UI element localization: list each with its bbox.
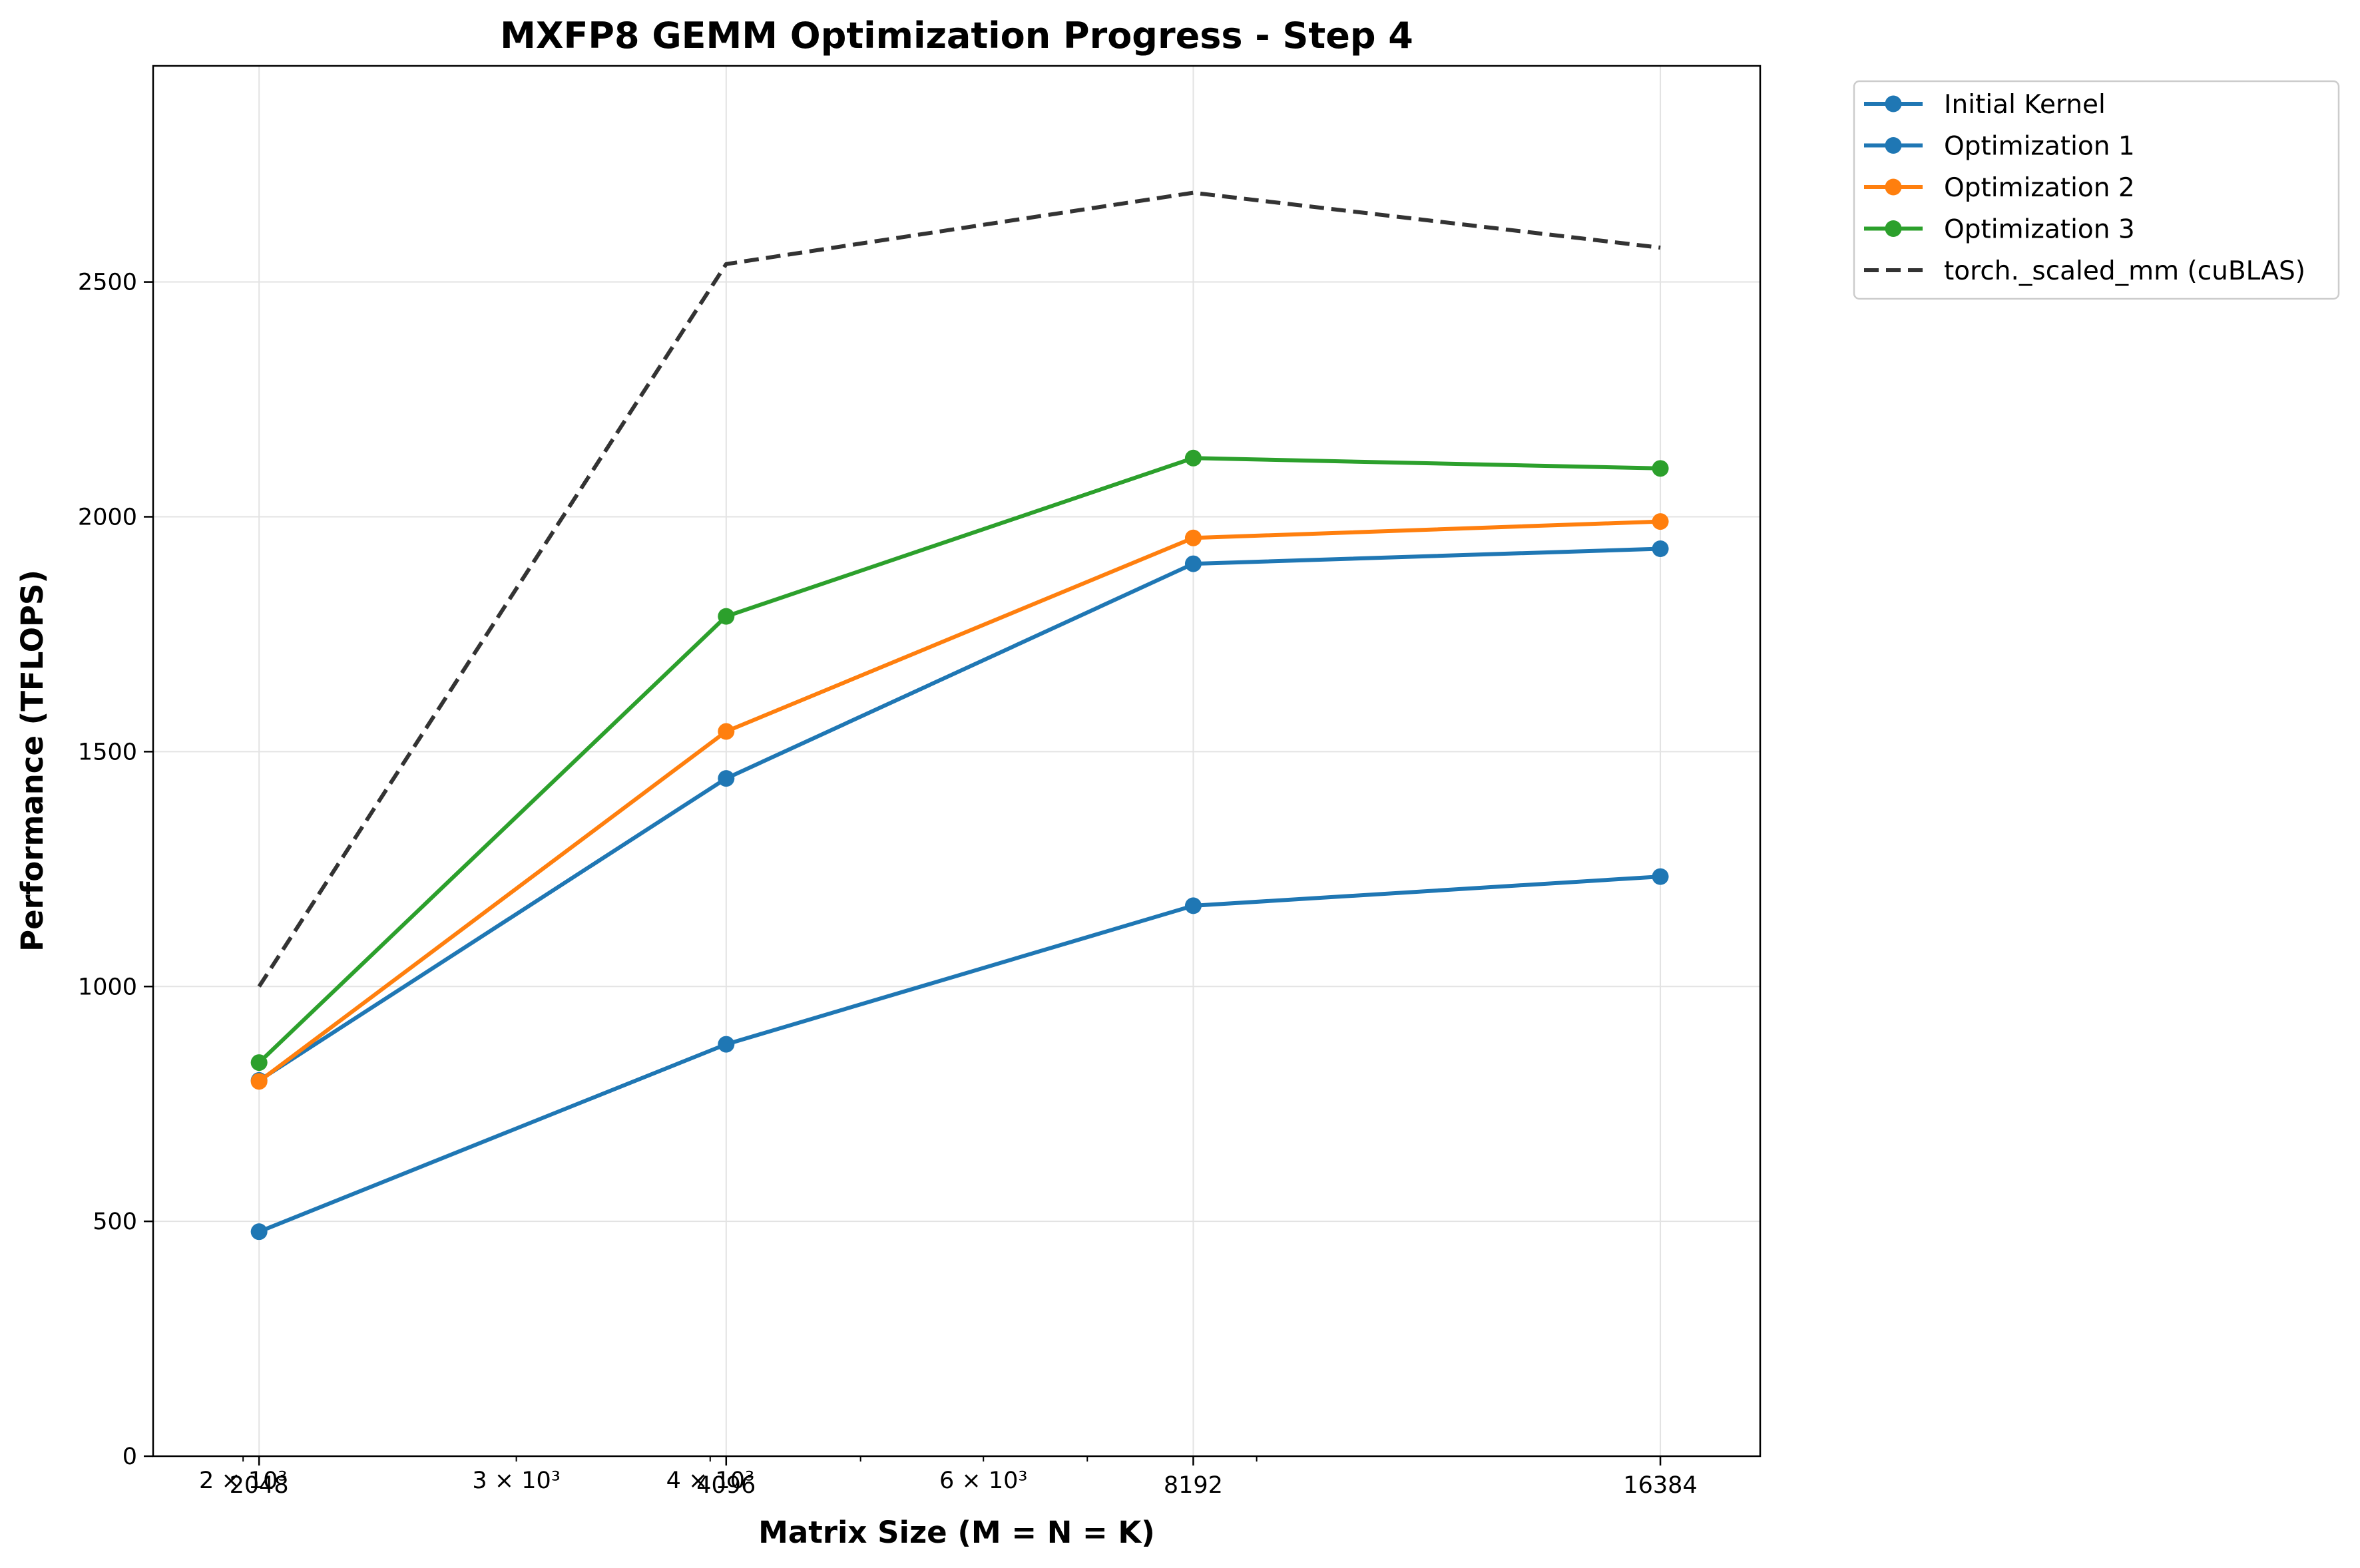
- series-line: [258, 875, 1661, 1234]
- x-tick-label: 16384: [1623, 1472, 1697, 1499]
- y-tick-label: 2000: [78, 504, 137, 531]
- legend-swatch-marker: [1885, 220, 1902, 237]
- data-point: [1184, 449, 1202, 467]
- y-tick-label: 2500: [78, 270, 137, 296]
- legend-swatch-marker: [1885, 95, 1902, 112]
- y-tick-label: 1000: [78, 974, 137, 1000]
- legend-items: Initial Kernel Optimization 1 Optimization…: [1864, 90, 2305, 286]
- legend: Initial Kernel Optimization 1 Optimization…: [1853, 80, 2340, 300]
- ticks: 2048 4096 8192 16384 2 × 10³ 3 × 10³ 4 × 10³ 6 …: [78, 270, 1698, 1499]
- legend-label: Initial Kernel: [1944, 90, 2106, 120]
- legend-label: Optimization 1: [1944, 132, 2135, 162]
- legend-item: Initial Kernel: [1864, 90, 2106, 120]
- legend-item: torch._scaled_mm (cuBLAS): [1864, 256, 2305, 286]
- data-point: [250, 1054, 268, 1072]
- data-point: [1184, 529, 1202, 546]
- grid: [153, 66, 1760, 1456]
- chart-title: MXFP8 GEMM Optimization Progress - Step …: [500, 15, 1413, 57]
- series-3: [250, 513, 1669, 1090]
- data-point: [718, 608, 735, 625]
- x-log-tick-label: 6 × 10³: [939, 1468, 1027, 1494]
- legend-swatch-marker: [1885, 137, 1902, 154]
- series-5: [257, 190, 1661, 988]
- data-point: [250, 1223, 268, 1241]
- x-log-tick-label: 3 × 10³: [472, 1468, 560, 1494]
- y-tick-label: 0: [122, 1444, 137, 1470]
- y-tick-label: 1500: [78, 739, 137, 765]
- plot-frame: [152, 65, 1762, 1458]
- series-4: [250, 449, 1669, 1072]
- series-line: [258, 519, 1661, 1083]
- data-point: [718, 770, 735, 787]
- legend-label: torch._scaled_mm (cuBLAS): [1944, 256, 2305, 286]
- x-log-tick-label: 4 × 10³: [666, 1468, 754, 1494]
- x-tick-label: 2048: [230, 1472, 289, 1499]
- data-point: [1184, 897, 1202, 914]
- legend-label: Optimization 2: [1944, 173, 2135, 203]
- legend-frame: [1853, 80, 2340, 300]
- legend-item: Optimization 3: [1864, 215, 2135, 245]
- data-point: [1652, 513, 1669, 530]
- data-point: [718, 723, 735, 740]
- data-point: [1652, 460, 1669, 477]
- y-axis-label: Performance (TFLOPS): [15, 570, 50, 952]
- series-layer: [250, 190, 1669, 1241]
- series-line: [258, 456, 1661, 1064]
- data-point: [718, 1036, 735, 1053]
- x-tick-label: 4096: [696, 1472, 756, 1499]
- legend-swatch-marker: [1885, 178, 1902, 196]
- series-1: [250, 868, 1669, 1241]
- data-point: [1184, 555, 1202, 572]
- legend-item: Optimization 1: [1864, 132, 2135, 162]
- y-tick-label: 500: [93, 1209, 137, 1235]
- series-line: [257, 190, 1661, 988]
- x-axis-label: Matrix Size (M = N = K): [758, 1515, 1155, 1550]
- data-point: [1652, 868, 1669, 885]
- x-tick-label: 8192: [1164, 1472, 1223, 1499]
- series-line: [258, 546, 1661, 1082]
- legend-label: Optimization 3: [1944, 215, 2135, 245]
- x-log-tick-label: 2 × 10³: [199, 1468, 287, 1494]
- data-point: [250, 1073, 268, 1090]
- legend-item: Optimization 2: [1864, 173, 2135, 203]
- data-point: [1652, 540, 1669, 558]
